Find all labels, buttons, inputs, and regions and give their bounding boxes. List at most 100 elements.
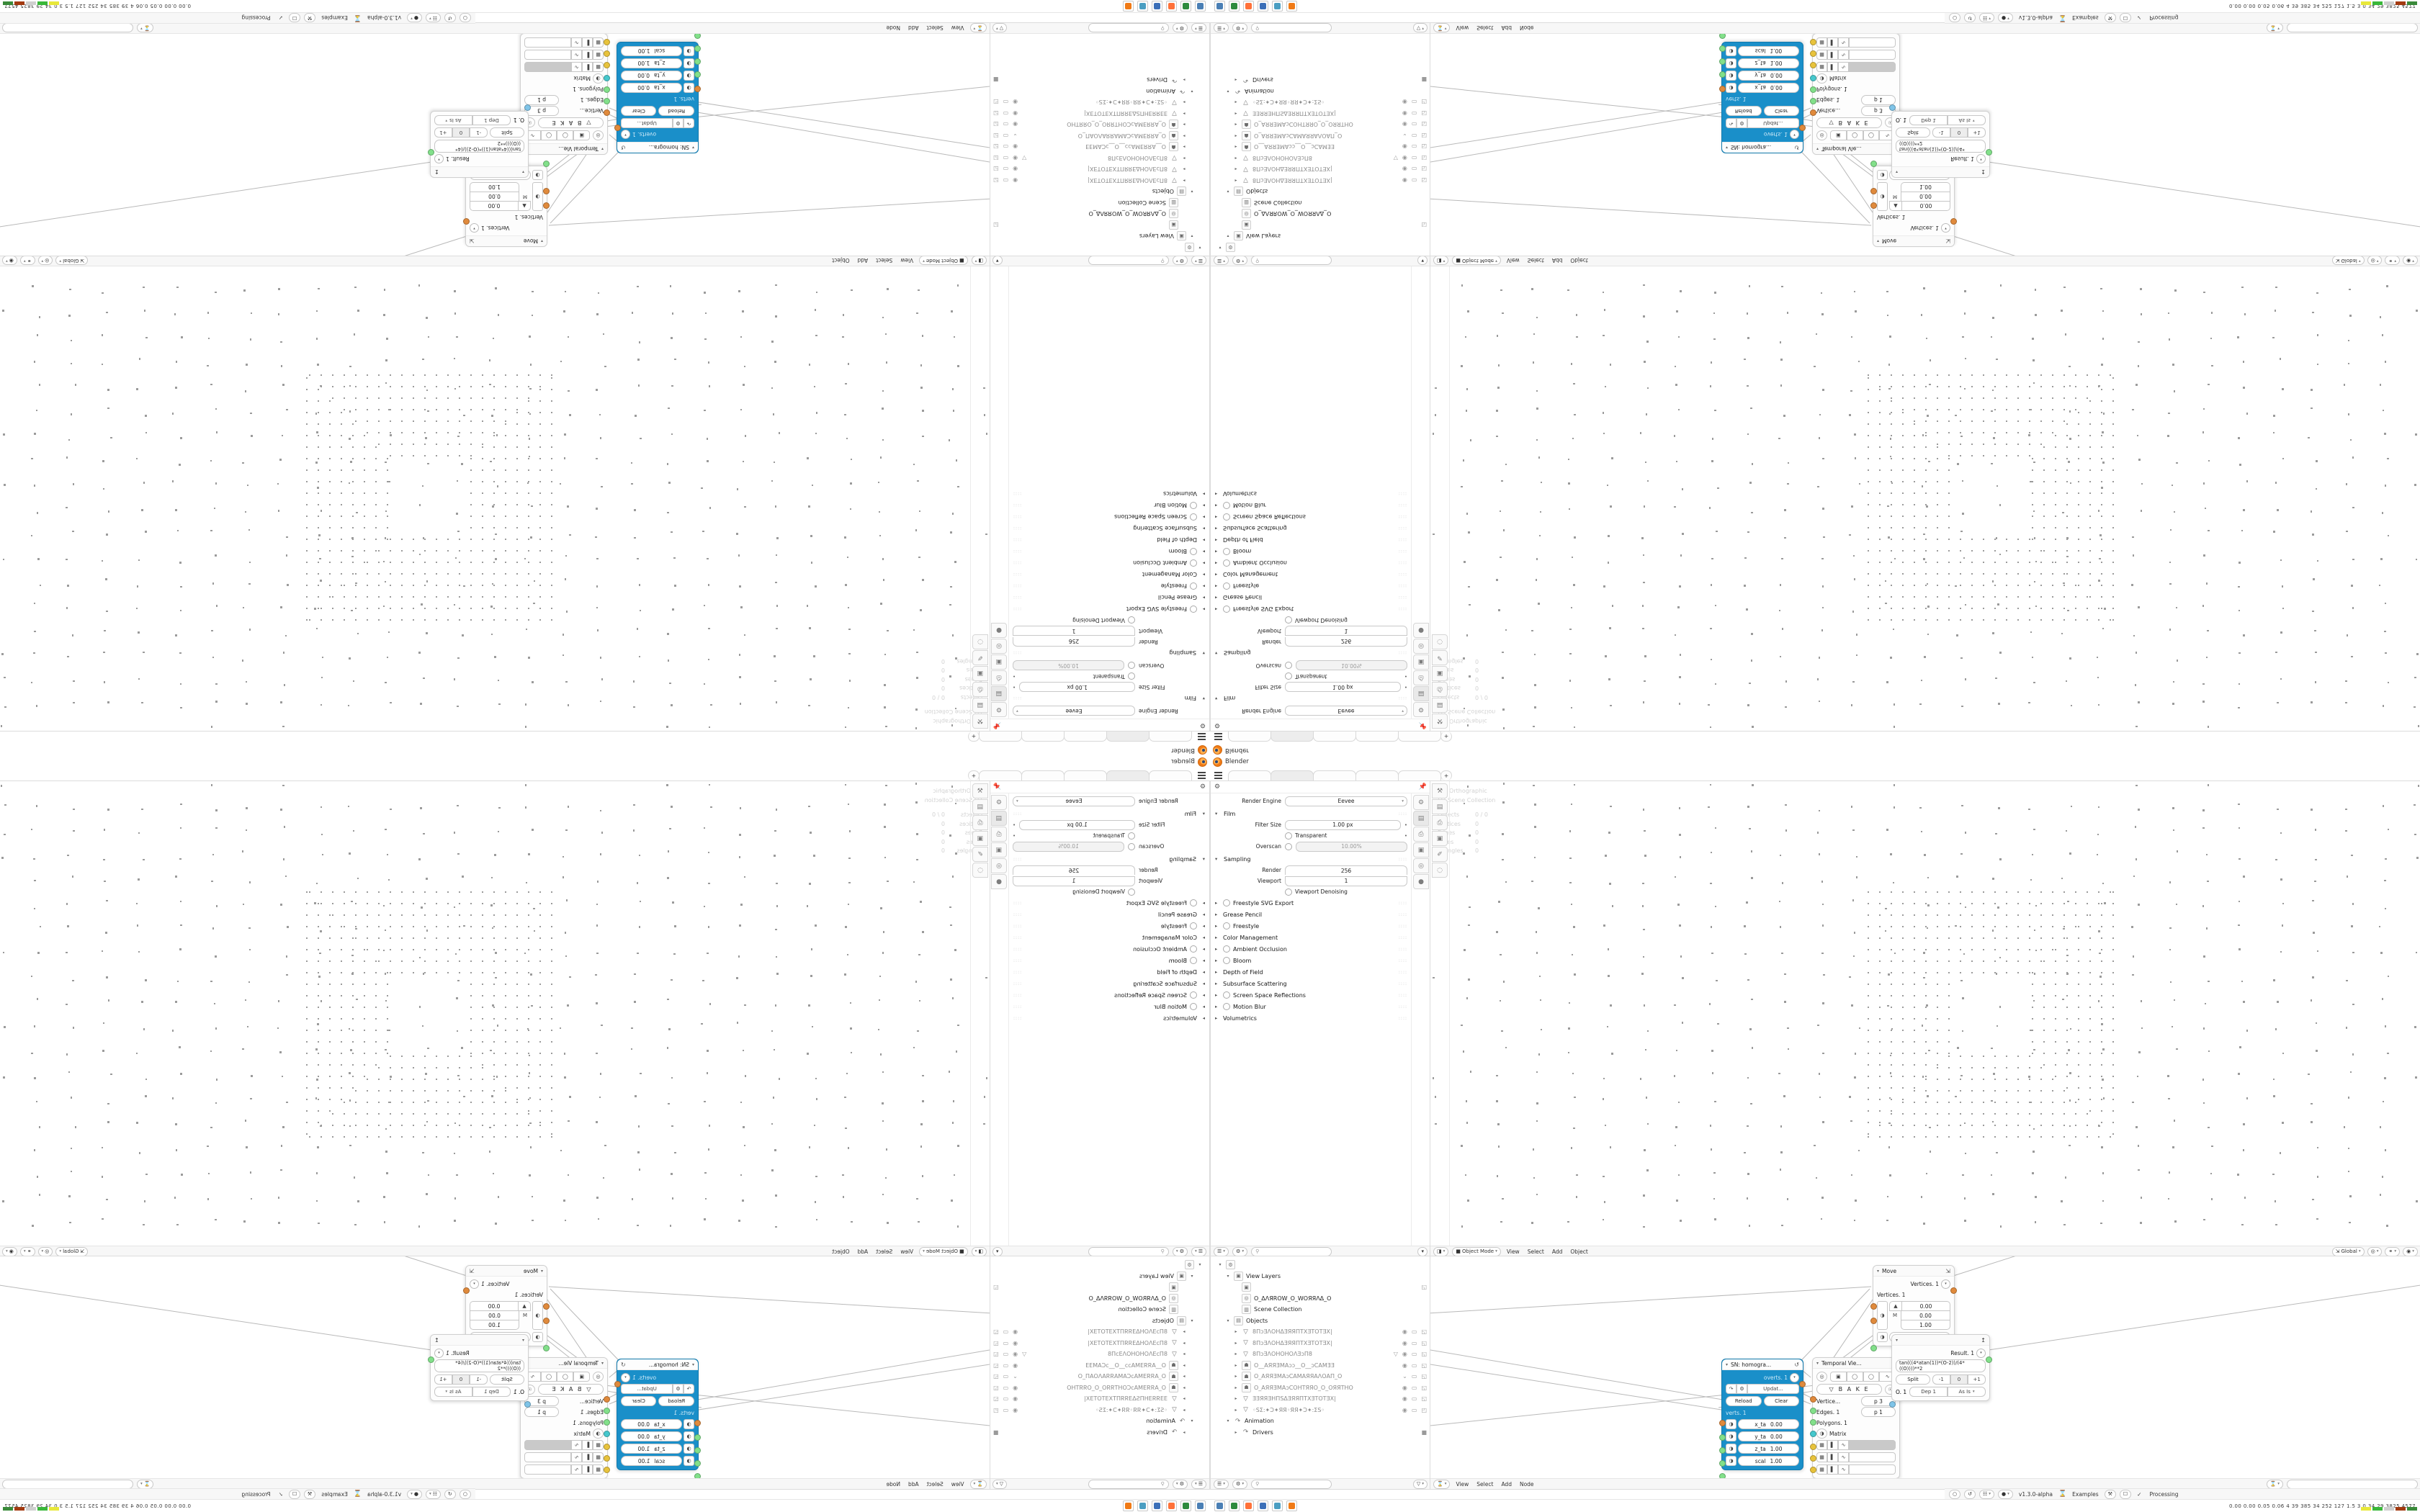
expand-triangle-icon[interactable]: ▸ bbox=[1183, 177, 1186, 183]
eye-icon[interactable]: ◉ bbox=[1013, 99, 1018, 106]
viewport-denoising-checkbox[interactable] bbox=[1285, 888, 1292, 896]
input-socket-strength[interactable] bbox=[1870, 161, 1877, 167]
input-socket-color3[interactable] bbox=[1810, 39, 1816, 45]
color-swatch-icon[interactable]: ▦ bbox=[1816, 62, 1827, 72]
viewer-row-value[interactable]: p 1 bbox=[1861, 95, 1896, 105]
node-header[interactable]: ▾ Move ⇲ bbox=[466, 1266, 547, 1277]
input-socket-color3[interactable] bbox=[604, 39, 610, 45]
eye-icon[interactable]: ◉ bbox=[1013, 1351, 1018, 1358]
firefox-icon[interactable] bbox=[1243, 1, 1254, 12]
panel-toggle-checkbox[interactable] bbox=[1190, 922, 1197, 930]
expand-triangle-icon[interactable]: ▸ bbox=[1234, 132, 1237, 138]
input-socket-strength[interactable] bbox=[543, 1345, 550, 1351]
node-header[interactable]: ▾Temporal Vie...✎ bbox=[521, 1358, 607, 1369]
chevron-down-icon[interactable]: ▾ bbox=[1877, 238, 1880, 244]
editor-type-icon[interactable]: ☰ ▾ bbox=[1214, 256, 1229, 266]
world-tab[interactable]: ● bbox=[1413, 874, 1429, 889]
bake-button[interactable]: ▽ B A K E bbox=[538, 117, 604, 128]
expand-triangle-icon[interactable]: ▸ bbox=[1234, 122, 1237, 127]
examples-button[interactable]: Examples bbox=[321, 1490, 348, 1498]
files-icon[interactable] bbox=[1195, 1, 1206, 12]
expand-triangle-icon[interactable]: ▾ bbox=[1191, 88, 1193, 94]
reset-icon[interactable]: ↷ bbox=[684, 1384, 694, 1394]
screen-icon[interactable]: ▭ bbox=[1003, 1328, 1009, 1336]
camera-icon[interactable]: ◱ bbox=[1421, 176, 1427, 184]
outliner-row[interactable]: ▸ ▽ 8ΠɔƎΛОHΔƎЯЯΠTXƎTOTƎX| ◉ ▭ ◱ bbox=[993, 175, 1206, 186]
node-tree-icon[interactable]: ⌛ ▾ bbox=[137, 1479, 154, 1489]
filter-size-field[interactable]: 1.00 px bbox=[1019, 682, 1135, 693]
outliner-row[interactable]: ▸ ☗ O_AЯЯƎMAɔCOHTЯЯO_O_OЯЯTHО ◉ ▭ ◱ bbox=[1214, 119, 1427, 130]
node-header[interactable]: ▾ ↥ bbox=[431, 1335, 528, 1346]
node-canvas[interactable]: ▾ Move ⇲ Vertices. 1 ▾ Vertices. 1 ◑ ▲ 0.00 M 0.00… bbox=[0, 23, 990, 256]
expand-triangle-icon[interactable]: ▸ bbox=[1183, 1340, 1186, 1346]
input-socket-verts[interactable] bbox=[1719, 86, 1726, 92]
sampling-render-field[interactable]: 256 bbox=[1013, 865, 1135, 875]
color-swatch-icon[interactable]: ▦ bbox=[593, 62, 604, 72]
render-tab[interactable]: ▤ bbox=[991, 811, 1007, 826]
sampling-render-field[interactable]: 256 bbox=[1013, 637, 1135, 647]
sn-homographic-node[interactable]: ▾ SN: homogra... ↺ overts. 1 ▾ ↷ ⚙ Updat... Relo… bbox=[614, 1359, 701, 1480]
eye-icon[interactable]: ◉ bbox=[1013, 1339, 1018, 1346]
search-input[interactable]: ⚲ bbox=[1251, 256, 1332, 266]
section-film[interactable]: ▾ Film :::: bbox=[1013, 808, 1205, 819]
property-panel-ambient-occlusion[interactable]: ▸ Ambient Occlusion:::: bbox=[1215, 943, 1407, 955]
viewport-denoising-checkbox[interactable] bbox=[1128, 616, 1135, 624]
outliner-row[interactable]: ▥ Scene Collection bbox=[993, 1304, 1206, 1315]
object-mode-select[interactable]: ■ Object Mode ▾ bbox=[919, 256, 968, 266]
circle-icon[interactable]: ○ bbox=[1949, 13, 1961, 23]
expand-triangle-icon[interactable]: ▸ bbox=[1183, 110, 1186, 116]
update-button[interactable]: Updat... bbox=[1747, 118, 1799, 128]
node-header[interactable]: ▾ Move ⇲ bbox=[1873, 235, 1954, 246]
matrix-icon[interactable]: ◑ bbox=[1816, 73, 1827, 84]
proportional-edit-icon[interactable]: ◉ ▾ bbox=[2, 1246, 17, 1256]
expand-triangle-icon[interactable]: ▸ bbox=[1183, 1362, 1186, 1368]
view-layer-tab[interactable]: ▣ bbox=[991, 842, 1007, 858]
expand-triangle-icon[interactable]: ▾ bbox=[1227, 88, 1229, 94]
workspace-tab[interactable] bbox=[1021, 770, 1065, 780]
chevron-down-icon[interactable]: ▾ bbox=[540, 238, 543, 244]
transparent-checkbox[interactable] bbox=[1285, 832, 1292, 840]
filter-size-field[interactable]: 1.00 px bbox=[1285, 682, 1401, 693]
workspace-tab[interactable] bbox=[1355, 732, 1399, 742]
undo-icon[interactable]: ↺ bbox=[444, 13, 456, 23]
property-panel-freestyle-svg-export[interactable]: ▸ Freestyle SVG Export:::: bbox=[1215, 897, 1407, 909]
tool-settings-icon[interactable]: ✐ bbox=[1432, 650, 1448, 665]
panel-toggle-checkbox[interactable] bbox=[1223, 922, 1230, 930]
solid-icon[interactable]: ▣ bbox=[1830, 130, 1847, 140]
workspace-tab[interactable] bbox=[1398, 770, 1441, 780]
hamburger-menu-icon[interactable] bbox=[1196, 732, 1208, 742]
eye-icon[interactable]: ◉ bbox=[1402, 176, 1407, 184]
camera-icon-solid[interactable]: ◰ bbox=[1421, 99, 1427, 106]
screen-icon[interactable]: ▭ bbox=[1003, 154, 1009, 161]
processing-check-icon[interactable]: ✓ bbox=[2137, 14, 2142, 22]
animate-dot-icon[interactable]: • bbox=[1404, 673, 1407, 680]
camera-icon[interactable]: ◱ bbox=[993, 121, 999, 128]
3d-viewport[interactable]: Top Orthographic (1) Scene Collection Ob… bbox=[0, 780, 990, 1257]
bake-button[interactable]: ▽ B A K E bbox=[1816, 117, 1882, 128]
camera-icon[interactable]: ◱ bbox=[993, 154, 999, 161]
input-socket-color2[interactable] bbox=[604, 1455, 610, 1462]
node-editor-icon[interactable]: ⌛ ▾ bbox=[969, 1479, 987, 1489]
workspace-tab[interactable] bbox=[1313, 770, 1356, 780]
expand-triangle-icon[interactable]: ▸ bbox=[1183, 99, 1186, 105]
input-socket-z-ta[interactable] bbox=[694, 45, 701, 52]
temporal-viewer-node[interactable]: ▾Temporal Vie...✎◎▣◯◯∿▽B A K E☉Vertice..… bbox=[520, 33, 610, 155]
outliner-row[interactable]: ▸ ☗ O_АЯЯƎMAɔCAMAЯЯAΛΟAΠ_O ⌄ ▭ ◱ bbox=[1214, 130, 1427, 142]
curve-icon[interactable]: ∿ bbox=[571, 1440, 582, 1450]
chevron-down-icon[interactable]: ▾ bbox=[691, 145, 694, 150]
render-tab[interactable]: ▤ bbox=[1413, 811, 1429, 826]
param-link-icon[interactable]: ◑ bbox=[684, 1456, 694, 1466]
curve-icon[interactable]: ∿ bbox=[1838, 50, 1849, 60]
screen-icon[interactable]: ▭ bbox=[1003, 1395, 1009, 1403]
bake-all-icon[interactable]: ⚒ bbox=[2104, 13, 2116, 23]
examples-button[interactable]: Examples bbox=[2072, 14, 2099, 22]
panel-toggle-checkbox[interactable] bbox=[1223, 559, 1230, 567]
filter-icon[interactable]: ⚙ ▾ bbox=[1172, 256, 1188, 266]
screen-icon[interactable]: ▭ bbox=[1003, 1362, 1009, 1369]
color-swatch-icon[interactable]: ▦ bbox=[593, 50, 604, 60]
section-sampling[interactable]: ▾ Sampling :::: bbox=[1215, 647, 1407, 659]
editor-type-3dview-icon[interactable]: ◨ ▾ bbox=[971, 256, 987, 266]
value-field[interactable]: 0 bbox=[1950, 127, 1968, 138]
outliner-row[interactable]: ▾ ⚙ bbox=[1214, 242, 1427, 253]
input-socket-z-ta[interactable] bbox=[1719, 45, 1726, 52]
